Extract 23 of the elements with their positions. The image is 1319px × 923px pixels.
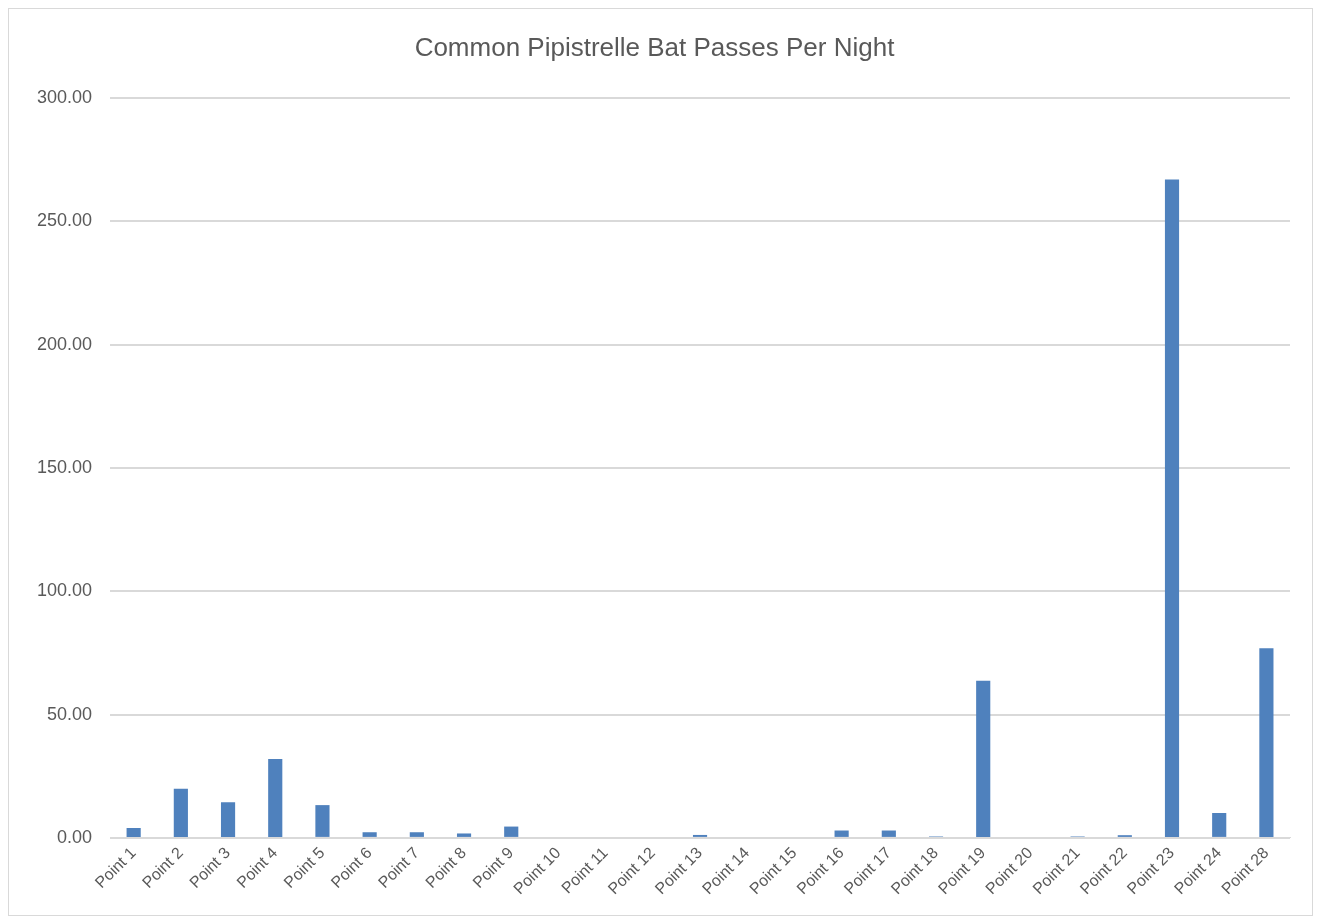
bar [268, 759, 283, 837]
y-tick-label: 250.00 [36, 210, 93, 231]
y-tick-label: 200.00 [36, 333, 93, 354]
bar [173, 788, 188, 837]
bar [976, 680, 991, 837]
chart-title: Common Pipistrelle Bat Passes Per Night [414, 31, 896, 62]
bar [881, 830, 896, 837]
y-tick-label: 0.00 [57, 826, 93, 847]
y-tick-label: 50.00 [47, 703, 93, 724]
y-tick-label: 100.00 [36, 580, 93, 601]
bar [504, 826, 519, 837]
bar [456, 833, 472, 837]
bar [315, 805, 330, 837]
bar [362, 832, 377, 837]
bar [1212, 813, 1227, 837]
bar [220, 802, 236, 837]
bar [834, 830, 849, 837]
bar [126, 828, 141, 837]
bar [1259, 648, 1274, 837]
bar [409, 832, 424, 837]
y-tick-label: 300.00 [36, 87, 93, 108]
bar [1164, 179, 1180, 837]
y-tick-label: 150.00 [36, 457, 93, 478]
